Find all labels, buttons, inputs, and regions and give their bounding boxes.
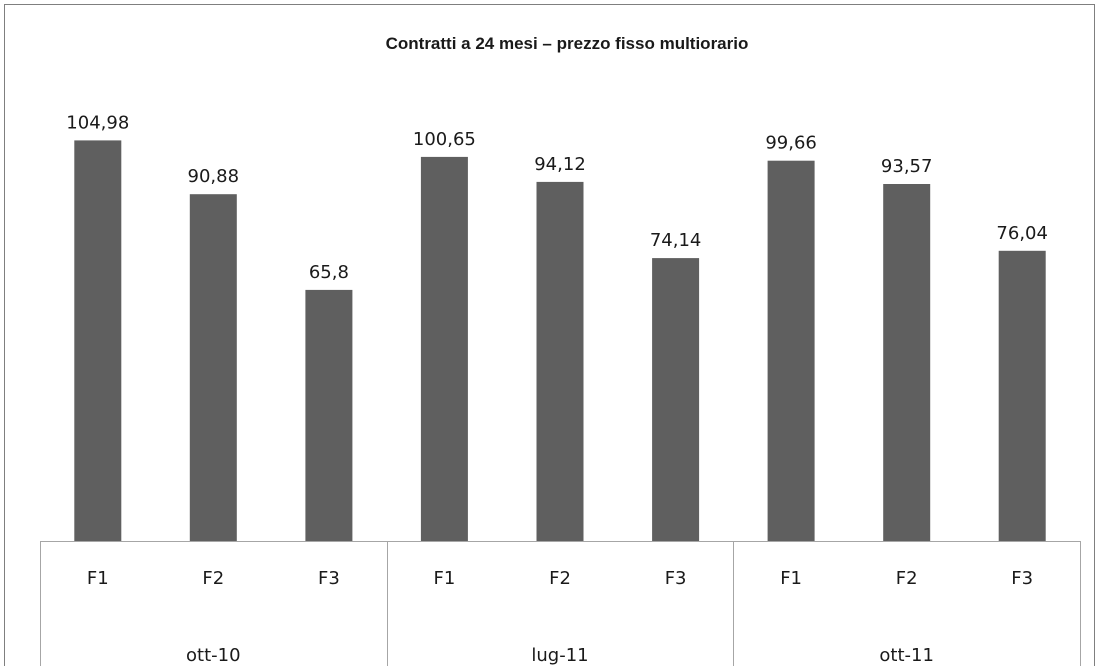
tick-label: F1 [87, 568, 109, 589]
data-label: 93,57 [881, 156, 933, 177]
tick-label: F1 [433, 568, 455, 589]
data-label: 100,65 [413, 129, 476, 150]
data-label: 90,88 [188, 166, 240, 187]
bar [189, 194, 237, 541]
data-label: 104,98 [66, 112, 129, 133]
bar [420, 156, 468, 541]
data-label: 99,66 [765, 133, 817, 154]
data-label: 94,12 [534, 154, 586, 175]
bar [74, 140, 122, 541]
bar [536, 181, 584, 541]
bar [883, 184, 931, 541]
tick-label: F2 [202, 568, 224, 589]
data-label: 65,8 [309, 262, 349, 283]
data-label: 76,04 [996, 223, 1048, 244]
group-label: lug-11 [531, 645, 588, 666]
bar [305, 289, 353, 541]
category-axis: F1 F2 F3 ott-10 F1 F2 F3 lug-11 F1 F2 F3 ott-11 [40, 541, 1081, 671]
bar [998, 250, 1046, 542]
bar [767, 160, 815, 541]
tick-label: F3 [1011, 568, 1033, 589]
tick-label: F3 [665, 568, 687, 589]
data-labels-layer: 104,98 90,88 65,8 100,65 94,12 74,14 99,66 93,5… [66, 112, 1048, 283]
bar [652, 258, 700, 541]
tick-label: F3 [318, 568, 340, 589]
tick-label: F2 [549, 568, 571, 589]
chart-title: Contratti a 24 mesi – prezzo fisso multi… [386, 34, 749, 53]
data-label: 74,14 [650, 230, 702, 251]
tick-label: F2 [896, 568, 918, 589]
group-label: ott-10 [186, 645, 241, 666]
tick-label: F1 [780, 568, 802, 589]
bars-layer [74, 140, 1046, 542]
group-label: ott-11 [879, 645, 934, 666]
